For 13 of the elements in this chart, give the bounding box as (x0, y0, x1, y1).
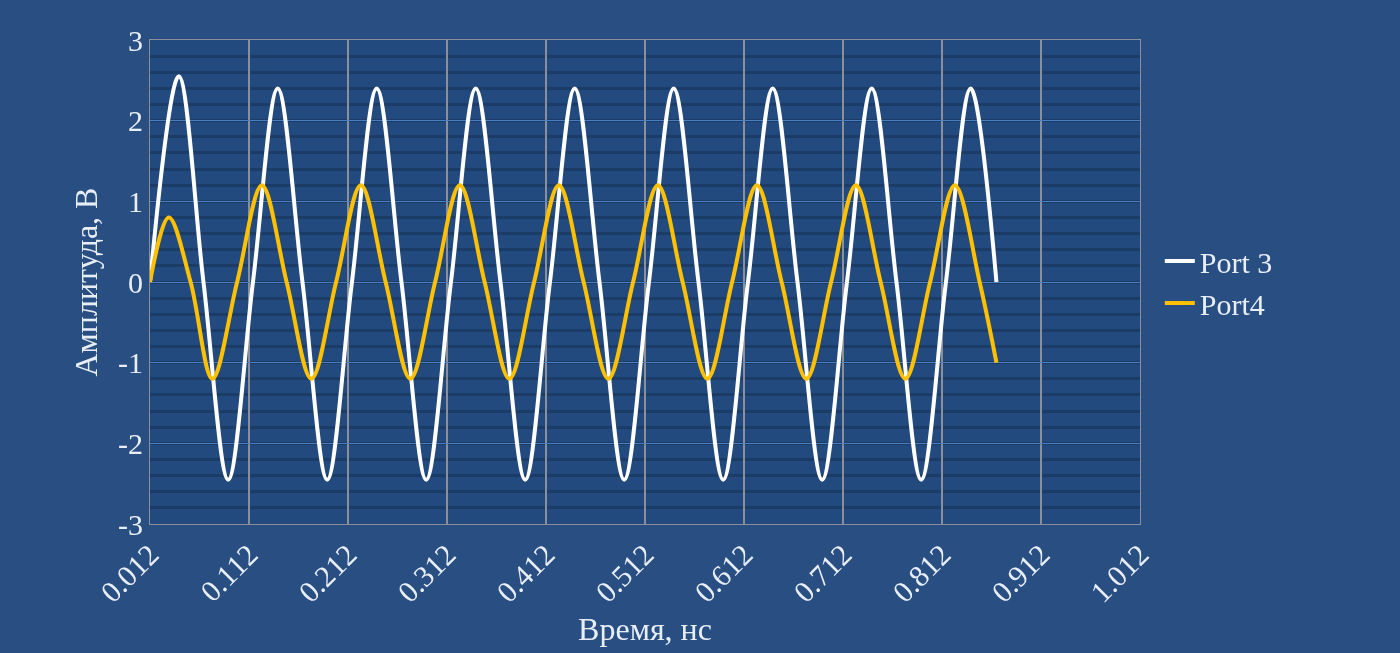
line-series (150, 183, 999, 381)
y-tick-label: 2 (128, 104, 143, 138)
y-tick-label: -1 (118, 346, 143, 380)
legend-label: Port4 (1199, 287, 1265, 321)
x-axis-title: Время, нс (578, 611, 712, 648)
y-tick-label: 3 (128, 23, 143, 57)
y-tick-label: 1 (128, 184, 143, 218)
y-tick-label: -3 (118, 507, 143, 541)
y-tick-label: 0 (128, 265, 143, 299)
line-series (150, 74, 999, 482)
y-tick-label: -2 (118, 426, 143, 460)
y-axis-title: Амплитуда, В (68, 187, 105, 377)
legend-label: Port 3 (1199, 245, 1273, 279)
